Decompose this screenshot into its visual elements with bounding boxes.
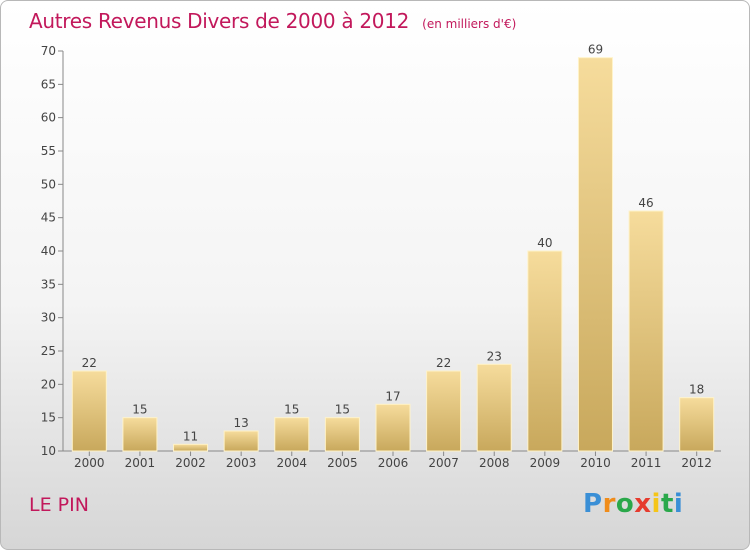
x-tick-label: 2010: [580, 456, 611, 470]
value-label-2000: 22: [82, 356, 97, 370]
x-tick-label: 2012: [681, 456, 712, 470]
bar-2006: [375, 403, 411, 452]
x-tick-label: 2002: [175, 456, 206, 470]
y-tick-label: 30: [41, 311, 56, 325]
chart-subtitle: (en milliers d'€): [422, 17, 517, 31]
value-label-2004: 15: [284, 403, 299, 417]
x-tick-label: 2009: [530, 456, 561, 470]
bars: [71, 57, 715, 452]
proxiti-logo[interactable]: Proxiti: [583, 489, 683, 519]
value-label-2007: 22: [436, 356, 451, 370]
city-label: LE PIN: [29, 494, 89, 516]
value-label-2002: 11: [183, 429, 198, 443]
logo-letter: o: [615, 489, 635, 519]
y-tick-label: 40: [41, 244, 56, 258]
chart-title: Autres Revenus Divers de 2000 à 2012: [29, 9, 410, 33]
bar-2000: [71, 370, 107, 452]
x-tick-label: 2011: [631, 456, 662, 470]
x-tick-label: 2001: [125, 456, 156, 470]
x-tick-label: 2005: [327, 456, 358, 470]
x-tick-label: 2000: [74, 456, 105, 470]
value-label-2006: 17: [385, 389, 400, 403]
logo-letter: t: [660, 489, 674, 519]
y-tick-label: 35: [41, 277, 56, 291]
value-label-2001: 15: [132, 403, 147, 417]
y-tick-label: 60: [41, 111, 56, 125]
y-tick-label: 65: [41, 77, 56, 91]
y-tick-label: 70: [41, 44, 56, 58]
chart-header: Autres Revenus Divers de 2000 à 2012 (en…: [29, 9, 516, 33]
value-label-2008: 23: [487, 349, 502, 363]
y-tick-label: 15: [41, 411, 56, 425]
y-tick-label: 55: [41, 144, 56, 158]
y-tick-label: 45: [41, 211, 56, 225]
logo-letter: x: [634, 489, 652, 519]
value-label-2010: 69: [588, 43, 603, 57]
logo-letter: P: [583, 489, 603, 519]
y-tick-label: 10: [41, 444, 56, 458]
bar-2004: [274, 417, 310, 452]
value-label-2009: 40: [537, 236, 552, 250]
value-label-2012: 18: [689, 383, 704, 397]
logo-letter: i: [673, 489, 684, 519]
y-tick-label: 20: [41, 377, 56, 391]
bar-2008: [476, 363, 512, 452]
bar-2009: [527, 250, 563, 452]
x-tick-label: 2008: [479, 456, 510, 470]
x-tick-label: 2003: [226, 456, 257, 470]
logo-letter: i: [651, 489, 661, 519]
value-label-2005: 15: [335, 403, 350, 417]
bar-2012: [679, 397, 715, 452]
data-labels: 22 15 11 13 15 15 17 22 23 40 69 46 18: [82, 43, 705, 444]
bar-2011: [628, 210, 664, 452]
x-tick-label: 2007: [428, 456, 459, 470]
x-tick-label: 2004: [276, 456, 307, 470]
y-tick-label: 25: [41, 344, 56, 358]
y-axis: 10 15 20 25 30 35 40 45 50 55 60 65 70: [41, 44, 64, 458]
logo-letter: r: [602, 489, 616, 519]
bar-2001: [122, 417, 158, 452]
value-label-2011: 46: [638, 196, 653, 210]
x-axis: 2000 2001 2002 2003 2004 2005 2006 2007 2008 2009…: [63, 450, 721, 470]
y-tick-label: 50: [41, 177, 56, 191]
value-label-2003: 13: [234, 416, 249, 430]
bar-2010: [577, 57, 613, 452]
x-tick-label: 2006: [378, 456, 409, 470]
bar-2005: [324, 417, 360, 452]
bar-2003: [223, 430, 259, 452]
bar-2002: [173, 443, 209, 452]
bar-2007: [426, 370, 462, 452]
